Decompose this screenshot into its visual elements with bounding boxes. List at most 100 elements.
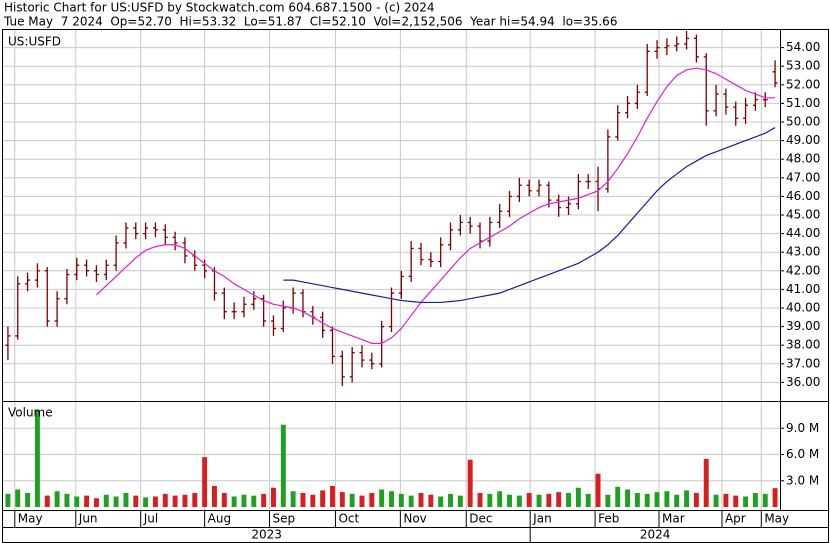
y-tick-label: 36.00 (786, 375, 820, 389)
y-tick-label: 38.00 (786, 338, 820, 352)
volume-bar (664, 491, 670, 507)
volume-bar (339, 492, 345, 507)
volume-bar (25, 493, 31, 507)
volume-bar (202, 457, 208, 507)
volume-bar (271, 487, 276, 507)
volume-bar (408, 495, 414, 507)
y-tick-label: 44.00 (786, 226, 820, 240)
volume-bar (310, 494, 316, 507)
volume-bar (5, 493, 11, 507)
volume-bar (15, 489, 21, 507)
volume-bar (644, 493, 650, 507)
volume-bar (733, 495, 739, 507)
volume-bar (162, 493, 168, 507)
x-tick-label: Aug (208, 512, 231, 526)
x-tick-label: Jan (532, 512, 552, 526)
volume-bar (497, 491, 503, 507)
volume-bar (123, 493, 129, 507)
y-tick-label: 46.00 (786, 189, 820, 203)
volume-bar (172, 495, 178, 507)
volume-bar (418, 493, 424, 507)
volume-bar (654, 492, 660, 507)
volume-bar (575, 487, 581, 507)
volume-bar (693, 493, 699, 507)
x-tick-label: May (764, 512, 789, 526)
x-tick-label: Mar (662, 512, 685, 526)
y-tick-label: 52.00 (786, 77, 820, 91)
x-tick-label: May (18, 512, 43, 526)
volume-bar (280, 424, 286, 507)
volume-bar (369, 493, 375, 507)
y-tick-label: 49.00 (786, 133, 820, 147)
volume-bar (103, 494, 109, 507)
volume-bar (634, 493, 640, 507)
y-tick-label: 9.0 M (786, 421, 819, 435)
volume-bar (438, 496, 444, 507)
y-tick-label: 40.00 (786, 301, 820, 315)
volume-bar (487, 493, 493, 507)
volume-bar (566, 493, 571, 507)
volume-bar (507, 494, 512, 507)
volume-bar (723, 493, 729, 507)
y-tick-label: 51.00 (786, 96, 820, 110)
mark-layer (5, 30, 778, 507)
volume-bar (477, 493, 483, 507)
volume-bar (389, 491, 394, 507)
volume-bar (54, 491, 60, 507)
volume-bar (231, 496, 237, 507)
x-tick-label: Oct (338, 512, 359, 526)
volume-bar (605, 494, 611, 507)
volume-bar (44, 495, 50, 507)
volume-bar (93, 498, 99, 507)
volume-bar (674, 494, 680, 507)
chart-title: Historic Chart for US:USFD by Stockwatch… (4, 1, 435, 15)
volume-bar (536, 494, 542, 507)
volume-bar (192, 493, 198, 507)
volume-bar (359, 495, 365, 507)
volume-bar (300, 493, 306, 507)
volume-bar (448, 493, 453, 507)
chart-subtitle: Tue May 7 2024 Op=52.70 Hi=53.32 Lo=51.8… (3, 15, 617, 29)
volume-bar (241, 494, 247, 507)
y-tick-label: 42.00 (786, 263, 820, 277)
volume-bar (133, 495, 139, 507)
volume-bar (772, 488, 778, 507)
y-tick-label: 3.0 M (786, 473, 819, 487)
volume-bar (379, 489, 385, 507)
volume-bar (684, 490, 690, 507)
volume-bar (743, 496, 749, 507)
volume-bar (752, 493, 758, 507)
volume-bar (182, 494, 188, 507)
volume-bar (261, 493, 267, 507)
volume-bar (595, 473, 601, 507)
volume-bar (152, 496, 158, 507)
volume-bar (74, 496, 80, 507)
volume-bar (64, 493, 70, 507)
y-tick-label: 43.00 (786, 245, 820, 259)
volume-bar (428, 494, 434, 507)
volume-bar (585, 493, 591, 507)
year-label: 2024 (640, 528, 671, 542)
x-tick-label: Sep (273, 512, 296, 526)
volume-label: Volume (8, 406, 53, 420)
volume-bar (457, 495, 463, 507)
volume-bar (84, 495, 90, 507)
volume-bar (113, 496, 119, 507)
y-tick-label: 47.00 (786, 170, 820, 184)
y-tick-label: 48.00 (786, 152, 820, 166)
symbol-label: US:USFD (8, 35, 61, 49)
volume-bar (221, 493, 227, 507)
volume-bar (703, 458, 709, 507)
volume-bar (713, 494, 719, 507)
x-tick-label: Jun (78, 512, 98, 526)
x-tick-label: Jul (143, 512, 158, 526)
volume-bar (143, 497, 149, 507)
volume-bar (546, 493, 552, 507)
volume-bar (320, 490, 326, 507)
volume-bar (625, 489, 631, 507)
y-tick-label: 45.00 (786, 208, 820, 222)
volume-bar (526, 493, 532, 507)
volume-bar (290, 491, 296, 507)
x-tick-label: Nov (403, 512, 426, 526)
